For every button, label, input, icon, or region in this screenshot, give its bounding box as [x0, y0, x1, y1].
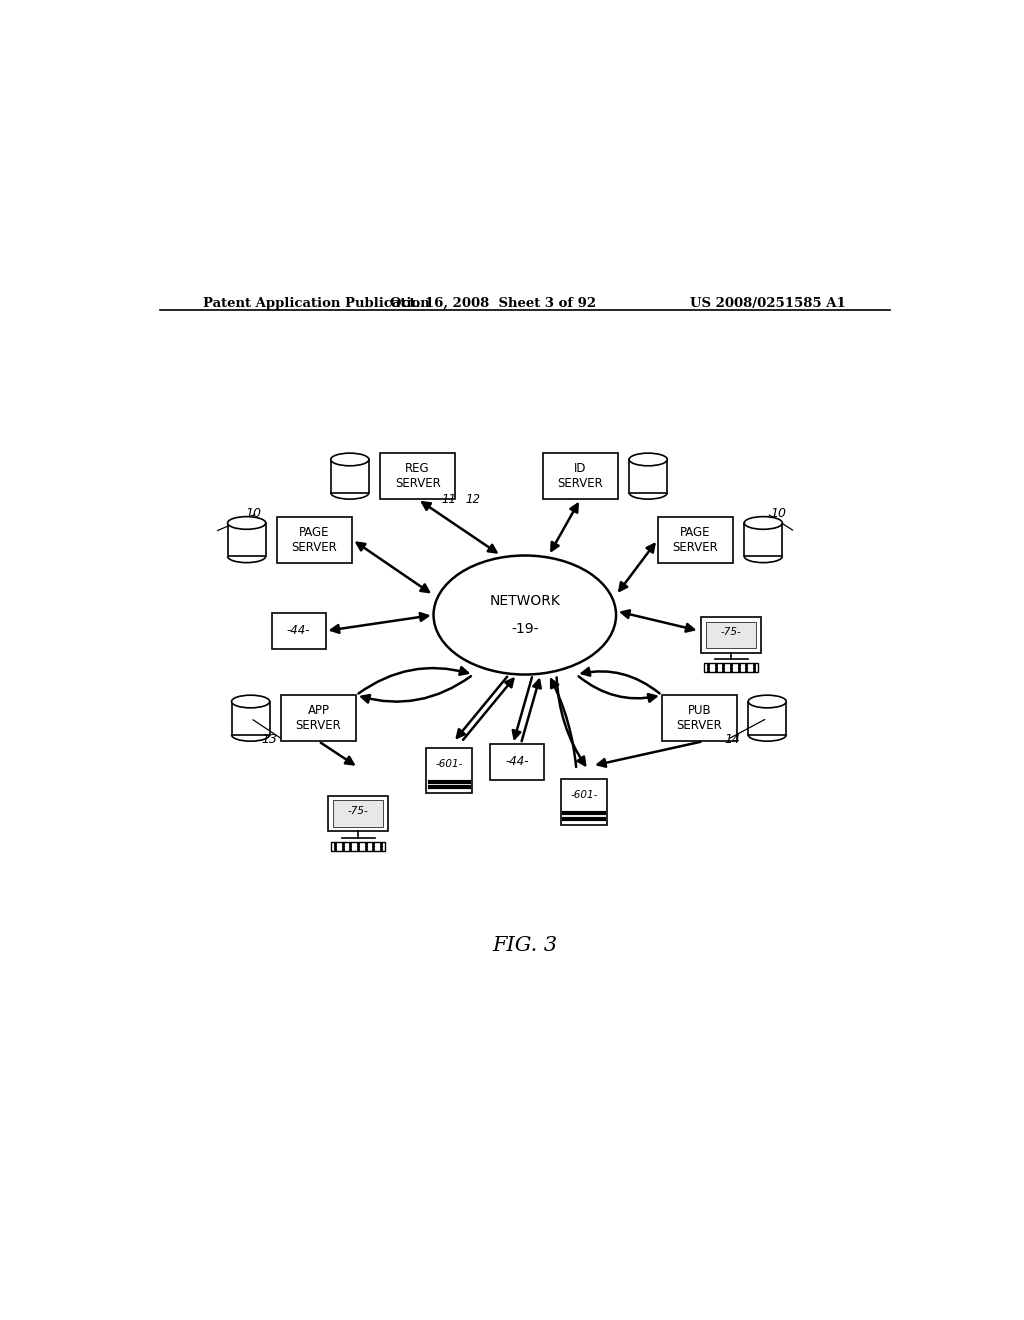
- Ellipse shape: [331, 453, 369, 466]
- FancyBboxPatch shape: [333, 800, 383, 826]
- Text: NETWORK: NETWORK: [489, 594, 560, 607]
- Text: FIG. 3: FIG. 3: [493, 936, 557, 956]
- Text: PUB
SERVER: PUB SERVER: [677, 704, 722, 733]
- Text: Patent Application Publication: Patent Application Publication: [204, 297, 430, 310]
- FancyBboxPatch shape: [489, 744, 544, 780]
- Ellipse shape: [749, 696, 786, 708]
- FancyBboxPatch shape: [707, 622, 756, 648]
- FancyBboxPatch shape: [662, 696, 737, 742]
- FancyBboxPatch shape: [744, 523, 782, 556]
- Text: -44-: -44-: [287, 624, 310, 638]
- Text: 11: 11: [442, 494, 457, 507]
- Ellipse shape: [433, 556, 616, 675]
- Ellipse shape: [231, 696, 269, 708]
- Text: 10: 10: [246, 507, 261, 520]
- Text: -44-: -44-: [505, 755, 528, 768]
- FancyBboxPatch shape: [329, 796, 388, 832]
- Text: Oct. 16, 2008  Sheet 3 of 92: Oct. 16, 2008 Sheet 3 of 92: [390, 297, 596, 310]
- FancyBboxPatch shape: [705, 663, 758, 672]
- FancyBboxPatch shape: [701, 616, 761, 653]
- Text: PAGE
SERVER: PAGE SERVER: [292, 525, 337, 553]
- FancyBboxPatch shape: [231, 701, 269, 735]
- Text: ID
SERVER: ID SERVER: [557, 462, 603, 490]
- Ellipse shape: [629, 453, 668, 466]
- FancyBboxPatch shape: [331, 459, 369, 492]
- FancyBboxPatch shape: [227, 523, 265, 556]
- Text: -19-: -19-: [511, 622, 539, 636]
- FancyBboxPatch shape: [543, 453, 618, 499]
- Text: 13: 13: [261, 733, 278, 746]
- Text: -601-: -601-: [436, 759, 463, 768]
- FancyBboxPatch shape: [380, 453, 456, 499]
- Ellipse shape: [744, 516, 782, 529]
- FancyBboxPatch shape: [271, 612, 326, 648]
- FancyBboxPatch shape: [629, 459, 668, 492]
- Text: 10: 10: [771, 507, 786, 520]
- Text: 12: 12: [466, 494, 480, 507]
- FancyBboxPatch shape: [426, 747, 472, 793]
- Ellipse shape: [227, 516, 265, 529]
- Text: 14: 14: [725, 733, 740, 746]
- Text: PAGE
SERVER: PAGE SERVER: [673, 525, 718, 553]
- Text: -75-: -75-: [348, 805, 369, 816]
- FancyBboxPatch shape: [332, 842, 385, 851]
- Text: APP
SERVER: APP SERVER: [296, 704, 341, 733]
- FancyBboxPatch shape: [749, 701, 786, 735]
- FancyBboxPatch shape: [276, 516, 352, 562]
- FancyBboxPatch shape: [657, 516, 733, 562]
- FancyBboxPatch shape: [281, 696, 356, 742]
- Text: -75-: -75-: [721, 627, 741, 638]
- Text: US 2008/0251585 A1: US 2008/0251585 A1: [690, 297, 846, 310]
- Text: REG
SERVER: REG SERVER: [395, 462, 440, 490]
- FancyBboxPatch shape: [561, 780, 607, 825]
- Text: -601-: -601-: [570, 791, 598, 800]
